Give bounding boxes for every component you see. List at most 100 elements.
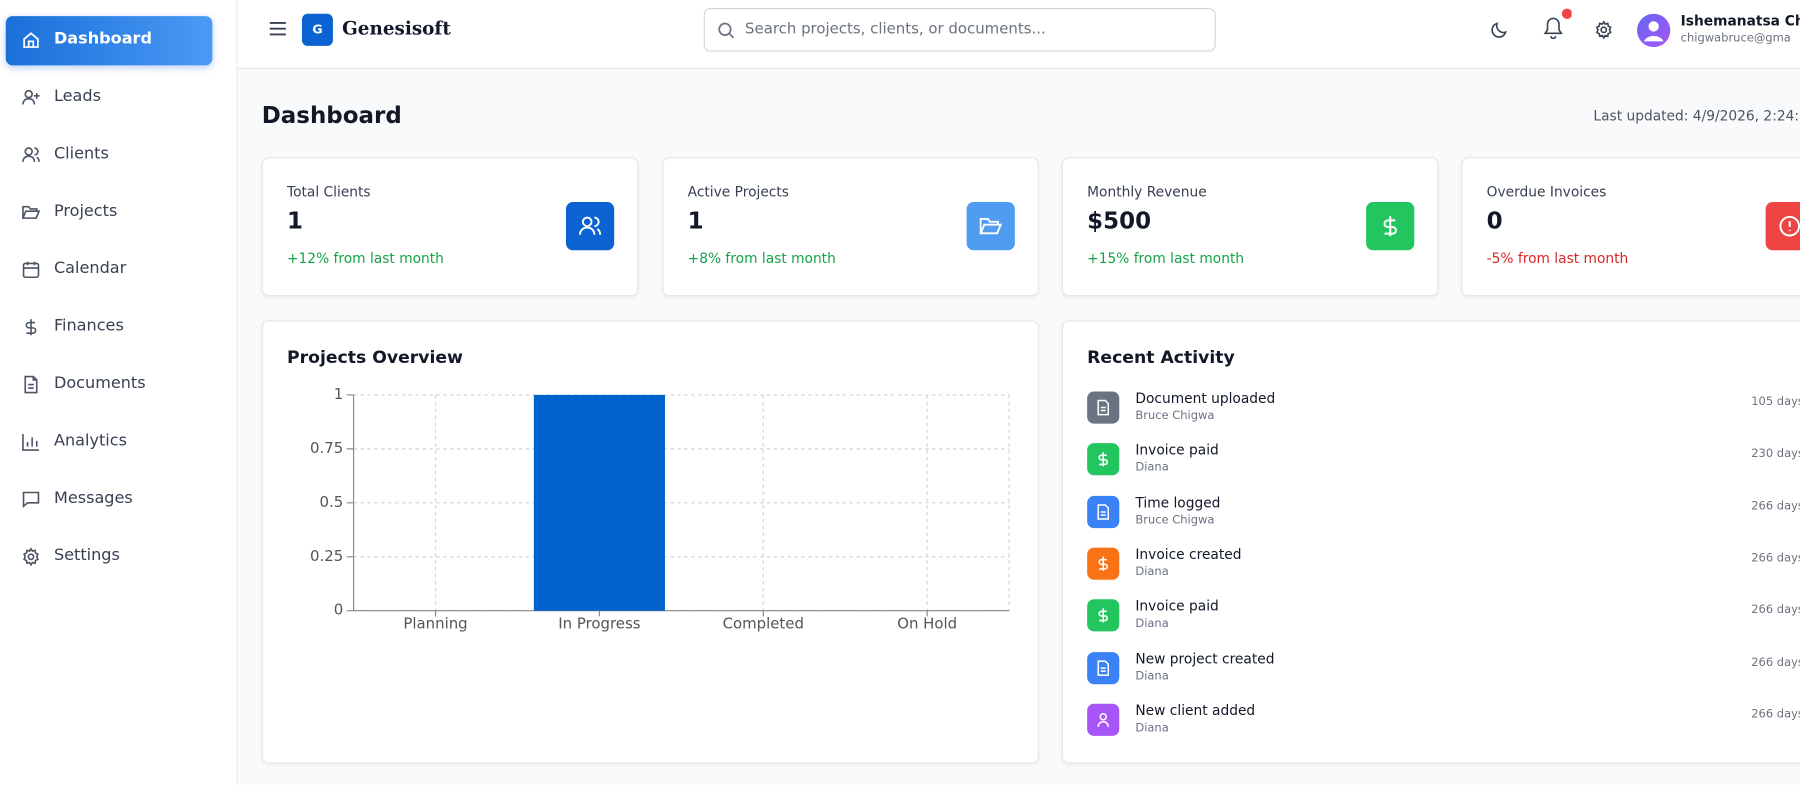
activity-item[interactable]: New project created Diana 266 days ag bbox=[1087, 650, 1800, 698]
x-tick-label: In Progress bbox=[558, 615, 640, 633]
activity-item[interactable]: Time logged Bruce Chigwa 266 days ag bbox=[1087, 494, 1800, 542]
stat-value: 1 bbox=[687, 206, 704, 235]
activity-item[interactable]: Invoice paid Diana 230 days ag bbox=[1087, 441, 1800, 489]
stat-icon bbox=[1366, 202, 1415, 251]
nav-item[interactable]: Leads bbox=[6, 73, 213, 122]
nav-label: Analytics bbox=[53, 431, 127, 451]
stat-value: $500 bbox=[1087, 206, 1152, 235]
chart-card: Projects Overview 0 0.25 0.5 0.75 1 Planning I… bbox=[261, 320, 1039, 764]
activity-item[interactable]: Invoice created Diana 266 days ag bbox=[1087, 546, 1800, 594]
stat-icon bbox=[565, 202, 615, 251]
y-tick-label: 0.5 bbox=[320, 493, 344, 511]
activity-item[interactable]: Invoice paid Diana 266 days ag bbox=[1087, 598, 1800, 645]
logo[interactable]: G bbox=[301, 13, 333, 46]
x-tick-label: Planning bbox=[403, 615, 467, 633]
header: G Genesisoft Search projects, clients, o… bbox=[237, 0, 1800, 69]
activity-time: 266 days ag bbox=[1751, 656, 1800, 670]
stat-change: -5% from last month bbox=[1486, 250, 1629, 267]
nav-label: Documents bbox=[53, 374, 146, 393]
nav-label: Clients bbox=[53, 144, 109, 164]
stat-card: Overdue Invoices 0 -5% from last month bbox=[1461, 157, 1800, 297]
stat-title: Monthly Revenue bbox=[1087, 183, 1207, 200]
nav-item[interactable]: Calendar bbox=[6, 246, 213, 295]
activity-card: Recent Activity Document uploaded Bruce C… bbox=[1061, 320, 1800, 764]
search-placeholder: Search projects, clients, or documents..… bbox=[745, 20, 1046, 38]
chart: 0 0.25 0.5 0.75 1 Planning In Progress Complete… bbox=[310, 385, 1010, 633]
stat-change: +8% from last month bbox=[687, 250, 836, 267]
activity-time: 230 days ag bbox=[1751, 447, 1800, 461]
stat-title: Overdue Invoices bbox=[1486, 183, 1607, 200]
nav-item[interactable]: Finances bbox=[6, 303, 213, 352]
activity-label: Invoice paid bbox=[1135, 598, 1219, 615]
last-updated: Last updated: 4/9/2026, 2:24:5 bbox=[1593, 107, 1800, 124]
activity-label: New client added bbox=[1135, 702, 1256, 719]
settings-button[interactable] bbox=[1595, 20, 1613, 40]
chart-title: Projects Overview bbox=[287, 346, 463, 368]
nav-label: Messages bbox=[53, 489, 133, 508]
nav-label: Calendar bbox=[53, 259, 127, 278]
activity-label: New project created bbox=[1135, 650, 1275, 667]
y-tick-label: 0 bbox=[334, 601, 343, 619]
page-title: Dashboard bbox=[261, 101, 402, 129]
stat-card: Active Projects 1 +8% from last month bbox=[662, 157, 1039, 297]
nav-item[interactable]: Messages bbox=[6, 475, 213, 524]
y-tick-label: 0.25 bbox=[310, 547, 343, 565]
menu-button[interactable] bbox=[269, 21, 287, 37]
nav-label: Dashboard bbox=[53, 29, 152, 49]
user-name: Ishemanatsa Ch bbox=[1680, 12, 1800, 29]
stat-change: +15% from last month bbox=[1087, 250, 1245, 267]
activity-time: 266 days ag bbox=[1751, 708, 1800, 721]
activity-user: Bruce Chigwa bbox=[1135, 514, 1215, 527]
y-tick-label: 0.75 bbox=[310, 439, 343, 457]
stat-value: 1 bbox=[287, 206, 303, 235]
stat-title: Total Clients bbox=[287, 183, 371, 200]
activity-item[interactable]: Document uploaded Bruce Chigwa 105 days ag bbox=[1087, 390, 1800, 437]
sidebar: Dashboard Leads Clients Projects Calenda… bbox=[0, 0, 238, 785]
nav-label: Finances bbox=[53, 316, 124, 336]
x-tick-label: On Hold bbox=[897, 615, 957, 633]
search-box[interactable]: Search projects, clients, or documents..… bbox=[703, 8, 1216, 52]
user-email: chigwabruce@gma bbox=[1680, 32, 1791, 45]
bar bbox=[533, 394, 665, 611]
nav-label: Settings bbox=[53, 546, 120, 565]
activity-item[interactable]: New client added Diana 266 days ag bbox=[1087, 702, 1800, 750]
stat-value: 0 bbox=[1486, 206, 1503, 235]
stat-change: +12% from last month bbox=[287, 250, 444, 267]
nav-item[interactable]: Projects bbox=[6, 188, 213, 237]
nav-item[interactable]: Documents bbox=[6, 360, 213, 409]
activity-label: Invoice created bbox=[1135, 546, 1242, 563]
nav-item[interactable]: Analytics bbox=[6, 418, 213, 467]
stat-card: Total Clients 1 +12% from last month bbox=[261, 157, 639, 297]
activity-user: Diana bbox=[1135, 670, 1169, 684]
activity-label: Invoice paid bbox=[1135, 441, 1219, 459]
avatar[interactable] bbox=[1637, 13, 1671, 48]
activity-title: Recent Activity bbox=[1087, 346, 1235, 368]
y-tick-label: 1 bbox=[334, 385, 343, 403]
activity-user: Diana bbox=[1135, 461, 1169, 475]
nav-item[interactable]: Clients bbox=[6, 131, 213, 180]
activity-time: 105 days ag bbox=[1751, 396, 1800, 409]
activity-label: Time logged bbox=[1135, 494, 1221, 511]
activity-time: 266 days ag bbox=[1751, 500, 1800, 514]
stat-icon bbox=[966, 202, 1015, 251]
activity-user: Diana bbox=[1135, 565, 1169, 579]
stat-card: Monthly Revenue $500 +15% from last mont… bbox=[1061, 157, 1439, 297]
theme-toggle[interactable] bbox=[1490, 21, 1508, 39]
activity-time: 266 days ag bbox=[1751, 552, 1800, 565]
activity-list: Document uploaded Bruce Chigwa 105 days ag… bbox=[1063, 321, 1800, 762]
activity-time: 266 days ag bbox=[1751, 603, 1800, 617]
nav-label: Projects bbox=[53, 202, 118, 221]
notifications[interactable] bbox=[1542, 7, 1572, 40]
brand: Genesisoft bbox=[342, 17, 451, 40]
nav-item[interactable]: Settings bbox=[6, 533, 213, 582]
activity-label: Document uploaded bbox=[1135, 390, 1276, 407]
nav-label: Leads bbox=[53, 87, 101, 106]
activity-user: Bruce Chigwa bbox=[1135, 409, 1215, 423]
nav-item[interactable]: Dashboard bbox=[5, 16, 213, 66]
activity-user: Diana bbox=[1135, 722, 1169, 735]
stat-title: Active Projects bbox=[687, 183, 789, 200]
x-tick-label: Completed bbox=[723, 615, 804, 633]
activity-user: Diana bbox=[1135, 617, 1169, 631]
